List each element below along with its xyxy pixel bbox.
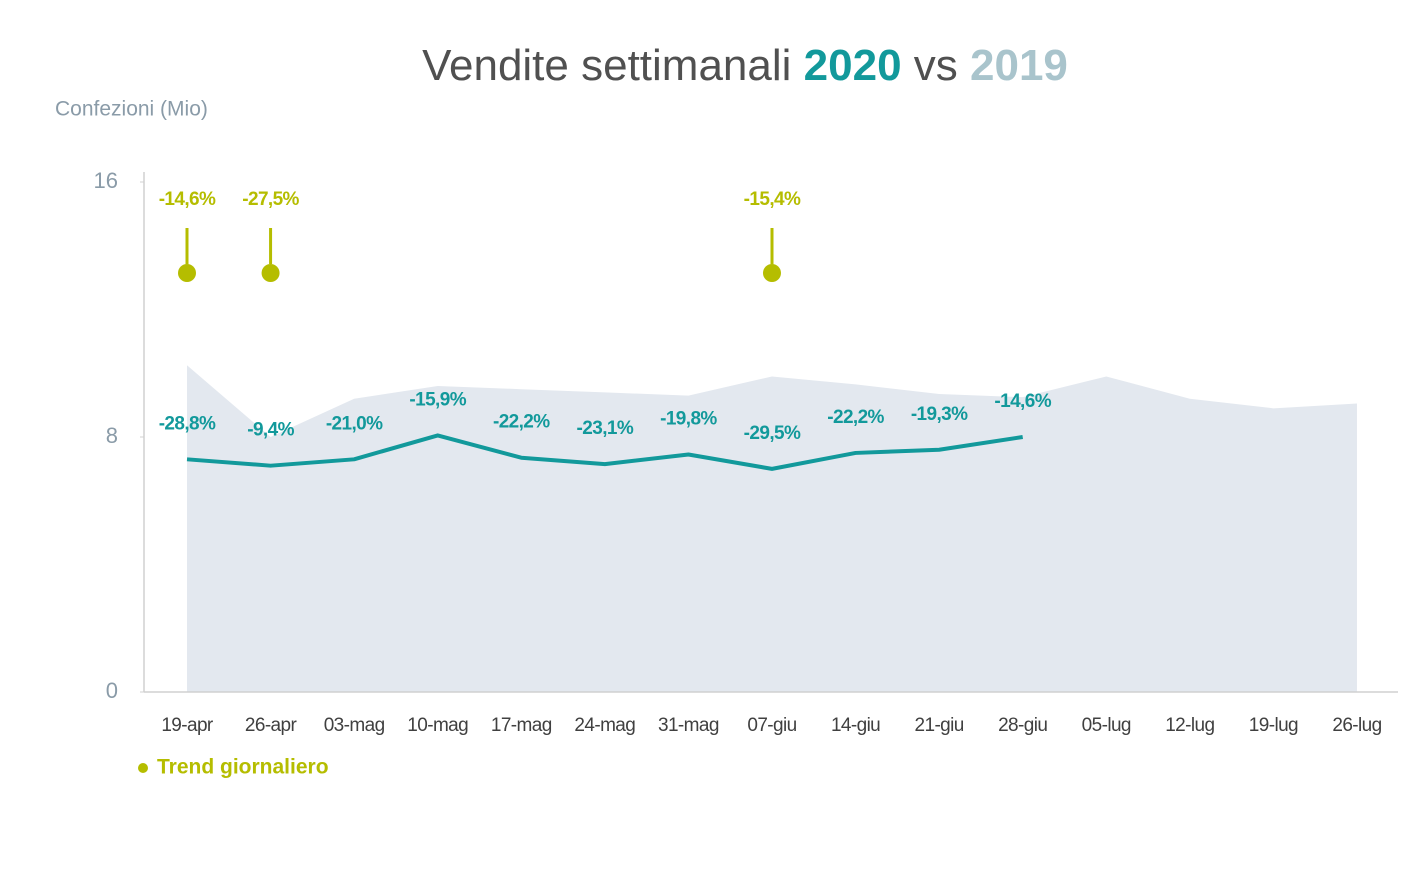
x-tick-label: 12-lug — [1165, 715, 1214, 736]
change-label: -29,5% — [744, 423, 801, 444]
x-tick-label: 17-mag — [491, 715, 552, 736]
trend-dot — [261, 264, 280, 282]
change-label: -14,6% — [994, 391, 1051, 412]
y-axis-label: Confezioni (Mio) — [55, 98, 208, 121]
title-text: Vendite settimanali — [422, 41, 791, 90]
y-tick-label: 16 — [94, 168, 118, 193]
x-tick-label: 14-giu — [831, 715, 880, 736]
x-tick-label: 26-lug — [1332, 715, 1381, 736]
trend-category: -15,4% — [744, 189, 801, 210]
legend-label: Trend giornaliero — [157, 756, 329, 779]
change-label: -23,1% — [577, 418, 634, 439]
x-tick-label: 10-mag — [407, 715, 468, 736]
change-label: -28,8% — [159, 413, 216, 434]
x-tick-label: 21-giu — [915, 715, 964, 736]
x-tick-label: 19-lug — [1249, 715, 1298, 736]
change-label: -19,8% — [660, 409, 717, 430]
title-series-2019: 2019 — [970, 41, 1068, 90]
x-tick-label: 05-lug — [1082, 715, 1131, 736]
title-series-2020: 2020 — [804, 41, 902, 90]
change-label: -9,4% — [247, 420, 294, 441]
change-label: -19,3% — [911, 404, 968, 425]
x-tick-label: 24-mag — [574, 715, 635, 736]
legend-dot — [138, 763, 148, 773]
x-tick-label: 26-apr — [245, 715, 298, 736]
trend-category: -14,6% — [159, 189, 216, 210]
x-tick-label: 03-mag — [324, 715, 385, 736]
chart-title: Vendite settimanali 2020 vs 2019 — [422, 41, 1068, 90]
x-tick-label: 28-giu — [998, 715, 1047, 736]
line-2020 — [186, 433, 1024, 471]
change-label: -21,0% — [326, 413, 383, 434]
y-tick-label: 0 — [106, 678, 118, 703]
trend-dot — [762, 264, 781, 282]
x-tick-label: 07-giu — [747, 715, 796, 736]
trend-category: -27,5% — [242, 189, 299, 210]
x-tick-label: 31-mag — [658, 715, 719, 736]
x-tick-label: 19-apr — [161, 715, 214, 736]
change-label: -22,2% — [493, 412, 550, 433]
change-label: -15,9% — [409, 389, 466, 410]
y-tick-label: 8 — [106, 423, 118, 448]
trend-dot — [178, 264, 196, 282]
change-label: -22,2% — [827, 407, 884, 428]
title-connector: vs — [914, 41, 958, 90]
